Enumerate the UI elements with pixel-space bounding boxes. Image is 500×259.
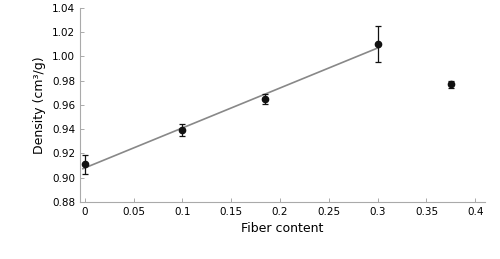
X-axis label: Fiber content: Fiber content	[242, 222, 324, 235]
Y-axis label: Density (cm³/g): Density (cm³/g)	[34, 56, 46, 154]
